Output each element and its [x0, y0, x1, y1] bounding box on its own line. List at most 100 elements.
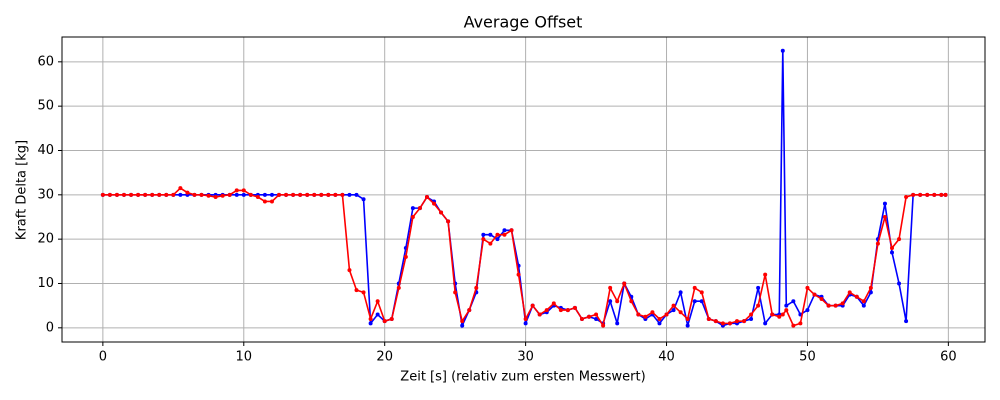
data-point: [136, 192, 141, 197]
data-point: [826, 303, 831, 308]
data-point: [601, 323, 606, 328]
data-point: [495, 237, 500, 242]
data-point: [340, 192, 345, 197]
data-point: [206, 193, 211, 198]
data-point: [122, 192, 127, 197]
data-point: [854, 294, 859, 299]
y-tick-label: 20: [37, 232, 54, 247]
data-point: [812, 292, 817, 297]
y-tick-label: 30: [37, 187, 54, 202]
data-point: [671, 308, 676, 313]
data-point: [185, 190, 190, 195]
x-tick-label: 20: [376, 350, 393, 365]
data-point: [643, 314, 648, 319]
data-point: [897, 237, 902, 242]
data-point: [544, 308, 549, 313]
data-point: [798, 321, 803, 326]
data-point: [199, 192, 204, 197]
data-point: [474, 285, 479, 290]
data-point: [248, 192, 253, 197]
data-point: [178, 186, 183, 191]
data-point: [255, 195, 260, 200]
data-point: [882, 214, 887, 219]
data-point: [742, 319, 747, 324]
data-point: [622, 281, 627, 286]
data-point: [587, 314, 592, 319]
data-point: [537, 312, 542, 317]
data-point: [361, 197, 366, 202]
data-point: [572, 305, 577, 310]
data-point: [911, 192, 916, 197]
data-point: [699, 290, 704, 295]
data-point: [439, 210, 444, 215]
data-point: [678, 310, 683, 315]
data-point: [277, 192, 282, 197]
data-point: [502, 228, 507, 233]
data-point: [805, 285, 810, 290]
data-point: [389, 316, 394, 321]
data-point: [284, 192, 289, 197]
data-point: [565, 308, 570, 313]
data-point: [664, 312, 669, 317]
data-point: [685, 316, 690, 321]
data-point: [777, 314, 782, 319]
data-point: [488, 232, 493, 237]
data-point: [396, 285, 401, 290]
data-point: [699, 299, 704, 304]
data-point: [361, 290, 366, 295]
y-tick-label: 60: [37, 54, 54, 69]
y-tick-label: 0: [46, 320, 54, 335]
data-point: [291, 192, 296, 197]
data-point: [784, 303, 789, 308]
data-point: [481, 237, 486, 242]
data-point: [523, 316, 528, 321]
y-tick-label: 40: [37, 143, 54, 158]
data-point: [192, 192, 197, 197]
data-point: [241, 192, 246, 197]
data-point: [298, 192, 303, 197]
data-point: [516, 272, 521, 277]
data-point: [432, 201, 437, 206]
data-point: [107, 192, 112, 197]
data-point: [805, 308, 810, 313]
data-point: [671, 303, 676, 308]
data-point: [509, 228, 514, 233]
data-point: [819, 296, 824, 301]
data-point: [727, 321, 732, 326]
x-axis-label: Zeit [s] (relativ zum ersten Messwert): [400, 370, 645, 385]
data-point: [784, 308, 789, 313]
data-point: [657, 316, 662, 321]
data-point: [713, 319, 718, 324]
data-point: [889, 246, 894, 251]
x-tick-label: 30: [517, 350, 534, 365]
data-point: [460, 323, 465, 328]
data-point: [523, 321, 528, 326]
data-point: [114, 192, 119, 197]
data-point: [227, 192, 232, 197]
data-point: [897, 281, 902, 286]
data-point: [594, 316, 599, 321]
data-point: [833, 303, 838, 308]
data-point: [629, 299, 634, 304]
data-point: [417, 206, 422, 211]
data-point: [889, 250, 894, 255]
data-point: [375, 299, 380, 304]
data-point: [706, 316, 711, 321]
data-point: [925, 192, 930, 197]
data-point: [354, 192, 359, 197]
data-point: [943, 192, 948, 197]
data-point: [791, 323, 796, 328]
data-point: [791, 299, 796, 304]
data-point: [840, 301, 845, 306]
data-point: [262, 192, 267, 197]
data-point: [100, 192, 105, 197]
data-point: [502, 232, 507, 237]
y-axis-label: Kraft Delta [kg]: [15, 140, 30, 240]
data-point: [932, 192, 937, 197]
data-point: [347, 192, 352, 197]
data-point: [861, 303, 866, 308]
data-point: [594, 312, 599, 317]
chart-title: Average Offset: [464, 13, 583, 32]
data-point: [453, 290, 458, 295]
data-point: [692, 299, 697, 304]
